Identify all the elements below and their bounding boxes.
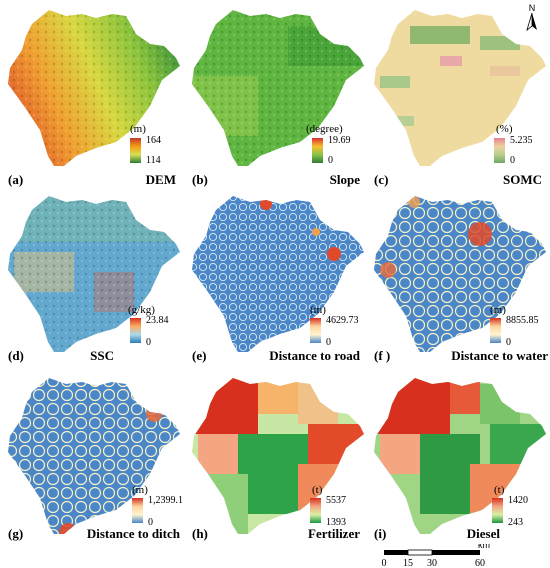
- panel-title: Distance to road: [269, 348, 360, 363]
- panel-slope: (degree) 19.69 0 (b) Slope: [188, 6, 368, 192]
- legend-max: 1,2399.1: [148, 495, 183, 506]
- panel-label: (e): [192, 348, 207, 363]
- panel-title: DEM: [145, 172, 176, 187]
- legend-max: 5537: [326, 495, 346, 506]
- legend-ramp: [492, 498, 503, 523]
- legend-unit: (m): [130, 123, 146, 135]
- legend-unit: (t): [312, 484, 323, 496]
- panel-title: Slope: [329, 172, 360, 187]
- legend-unit: (m): [490, 304, 506, 316]
- legend-ramp: [310, 318, 321, 343]
- panel-diesel: (t) 1420 243 (i) Diesel: [370, 374, 550, 560]
- legend-max: 23.84: [146, 315, 169, 326]
- panel-somc: (%) 5.235 0 (c) SOMC: [370, 6, 550, 192]
- panel-label: (g): [8, 526, 24, 541]
- legend-unit: (m): [310, 304, 326, 316]
- panel-label: (f ): [374, 348, 391, 363]
- map-diesel: [374, 378, 546, 534]
- legend-ramp: [490, 318, 501, 343]
- legend-ramp: [494, 138, 505, 163]
- panel-title: Distance to water: [451, 348, 548, 363]
- legend-min: 243: [508, 517, 523, 528]
- legend-max: 1420: [508, 495, 528, 506]
- legend-ramp: [130, 318, 141, 343]
- legend-max: 19.69: [328, 135, 351, 146]
- north-label: N: [529, 3, 536, 13]
- legend-max: 4629.73: [326, 315, 359, 326]
- legend-ramp: [310, 498, 321, 523]
- map-fertilizer: [192, 378, 364, 534]
- panel-label: (c): [374, 172, 389, 187]
- scale-tick: 60: [475, 558, 485, 568]
- panel-distance-water: (m) 8855.85 0 (f ) Distance to water: [370, 192, 550, 378]
- legend-min: 114: [146, 155, 161, 166]
- legend-min: 0: [506, 337, 511, 348]
- legend-max: 5.235: [510, 135, 533, 146]
- map-distance-ditch: [8, 378, 180, 534]
- scale-tick: 0: [381, 558, 387, 568]
- panel-title: Fertilizer: [308, 526, 360, 541]
- legend-min: 0: [146, 337, 151, 348]
- map-distance-water: [374, 196, 546, 352]
- legend-min: 0: [328, 155, 333, 166]
- panel-title: Distance to ditch: [86, 526, 180, 541]
- legend-unit: (degree): [306, 123, 343, 135]
- panel-label: (h): [192, 526, 208, 541]
- panel-dem: (m) 164 114 (a) DEM: [4, 6, 184, 192]
- legend-unit: (t): [494, 484, 505, 496]
- scale-tick: 15: [403, 558, 413, 568]
- legend-min: 0: [148, 517, 153, 528]
- legend-min: 0: [326, 337, 331, 348]
- map-slope: [192, 10, 364, 166]
- map-somc: [374, 10, 546, 166]
- scale-tick: 30: [427, 558, 437, 568]
- panel-label: (a): [8, 172, 24, 187]
- map-distance-road: [192, 196, 364, 352]
- legend-max: 8855.85: [506, 315, 539, 326]
- scale-bar: km 0 15 30 60: [380, 544, 540, 568]
- panel-title: SOMC: [503, 172, 542, 187]
- map-ssc: [8, 196, 180, 352]
- north-arrow-icon: N: [520, 2, 544, 32]
- legend-ramp: [312, 138, 323, 163]
- legend-unit: (g/kg): [128, 304, 155, 316]
- legend-max: 164: [146, 135, 161, 146]
- panel-distance-road: (m) 4629.73 0 (e) Distance to road: [188, 192, 368, 378]
- map-dem: [8, 10, 180, 166]
- panel-distance-ditch: (m) 1,2399.1 0 (g) Distance to ditch: [4, 374, 184, 560]
- panel-label: (b): [192, 172, 208, 187]
- legend-min: 0: [510, 155, 515, 166]
- panel-label: (d): [8, 348, 24, 363]
- legend-ramp: [132, 498, 143, 523]
- legend-unit: (%): [496, 123, 513, 135]
- legend-ramp: [130, 138, 141, 163]
- legend-min: 1393: [326, 517, 346, 528]
- panel-label: (i): [374, 526, 387, 541]
- scale-unit: km: [478, 544, 490, 550]
- panel-ssc: (g/kg) 23.84 0 (d) SSC: [4, 192, 184, 378]
- panel-title: Diesel: [466, 526, 500, 541]
- panel-title: SSC: [90, 348, 114, 363]
- panel-fertilizer: (t) 5537 1393 (h) Fertilizer: [188, 374, 368, 560]
- legend-unit: (m): [132, 484, 148, 496]
